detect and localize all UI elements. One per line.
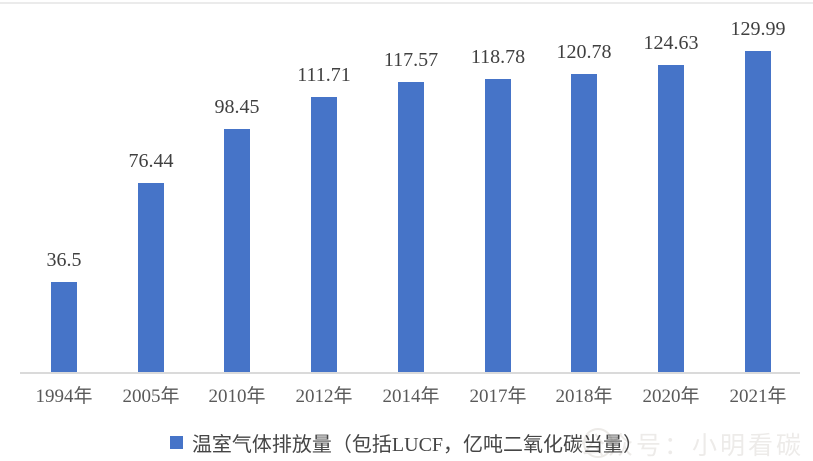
legend: 温室气体排放量（包括LUCF，亿吨二氧化碳当量） <box>0 429 813 456</box>
bar <box>658 65 684 372</box>
legend-swatch-icon <box>169 435 183 449</box>
x-axis-tick-label: 2005年 <box>122 386 180 407</box>
bar-value-label: 98.45 <box>214 96 260 118</box>
x-axis-tick-label: 2010年 <box>208 386 266 407</box>
x-axis-tick-label: 2017年 <box>469 386 527 407</box>
watermark-stamp-icon <box>583 428 613 458</box>
bar <box>224 129 250 372</box>
bar <box>138 183 164 372</box>
bar-value-label: 117.57 <box>383 49 439 71</box>
bar-value-label: 118.78 <box>470 46 526 68</box>
bar-value-label: 111.71 <box>297 64 351 86</box>
watermark: 公众号：小明看碳 <box>580 432 805 460</box>
x-axis-tick-label: 2012年 <box>295 386 353 407</box>
bar <box>485 79 511 372</box>
bar <box>398 82 424 372</box>
x-axis-tick-label: 2018年 <box>555 386 613 407</box>
bar-value-label: 129.99 <box>730 18 786 40</box>
x-axis-tick-label: 2021年 <box>729 386 787 407</box>
x-axis-tick-label: 2014年 <box>382 386 440 407</box>
bar-value-label: 124.63 <box>643 32 699 54</box>
bar <box>571 74 597 372</box>
x-axis-tick-label: 2020年 <box>642 386 700 407</box>
bar-value-label: 120.78 <box>556 41 612 63</box>
bar <box>311 97 337 372</box>
legend-label: 温室气体排放量（包括LUCF，亿吨二氧化碳当量） <box>191 433 644 456</box>
bar <box>745 51 771 372</box>
bar-value-label: 36.5 <box>46 249 82 271</box>
bar <box>51 282 77 372</box>
bar-value-label: 76.44 <box>128 150 174 172</box>
top-divider <box>0 2 813 4</box>
x-axis-line <box>20 372 800 374</box>
x-axis-tick-label: 1994年 <box>35 386 93 407</box>
